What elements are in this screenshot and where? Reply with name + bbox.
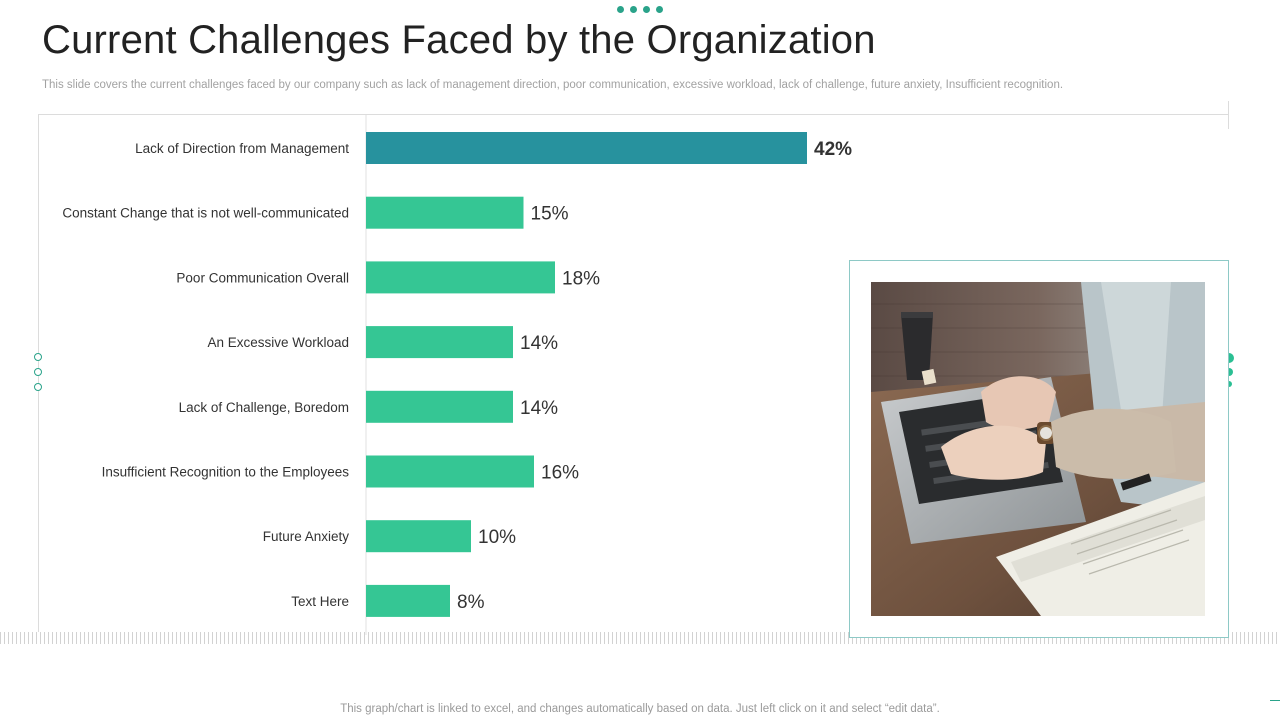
- bar[interactable]: [366, 261, 555, 294]
- chart-footnote: This graph/chart is linked to excel, and…: [340, 703, 940, 715]
- bar[interactable]: [366, 196, 524, 229]
- category-label: Text Here: [291, 594, 349, 609]
- bar-value-label: 10%: [478, 527, 516, 548]
- left-decoration-dots: [34, 353, 42, 391]
- chart-frame-top-line: [38, 114, 1229, 115]
- category-label: Constant Change that is not well-communi…: [62, 206, 349, 221]
- page-subtitle: This slide covers the current challenges…: [42, 79, 1064, 91]
- category-label: Insufficient Recognition to the Employee…: [102, 465, 350, 480]
- top-decoration-dots: [617, 6, 663, 13]
- bar[interactable]: [366, 132, 807, 164]
- page-title: Current Challenges Faced by the Organiza…: [42, 18, 876, 62]
- bar[interactable]: [366, 390, 513, 423]
- category-label: Lack of Direction from Management: [135, 141, 349, 156]
- chart-frame-right-tick: [1228, 101, 1229, 129]
- category-label: Lack of Challenge, Boredom: [179, 400, 349, 415]
- bar[interactable]: [366, 326, 513, 359]
- bar-value-label: 15%: [531, 204, 569, 225]
- corner-accent: [1270, 700, 1280, 701]
- bar-value-label: 16%: [541, 463, 579, 484]
- bar[interactable]: [366, 520, 471, 553]
- category-label: An Excessive Workload: [207, 335, 349, 350]
- right-decoration-dots: [1224, 353, 1234, 387]
- bar-value-label: 14%: [520, 333, 558, 354]
- bar-value-label: 8%: [457, 592, 485, 613]
- bar[interactable]: [366, 455, 534, 488]
- bar[interactable]: [366, 584, 450, 617]
- category-label: Future Anxiety: [263, 529, 350, 544]
- challenges-bar-chart[interactable]: Lack of Direction from Management 42% Cons…: [38, 115, 858, 635]
- category-label: Poor Communication Overall: [176, 270, 349, 285]
- bar-value-label: 18%: [562, 268, 600, 289]
- laptop-photo: [871, 282, 1205, 616]
- bar-value-label: 14%: [520, 398, 558, 419]
- bar-value-label: 42%: [814, 139, 852, 160]
